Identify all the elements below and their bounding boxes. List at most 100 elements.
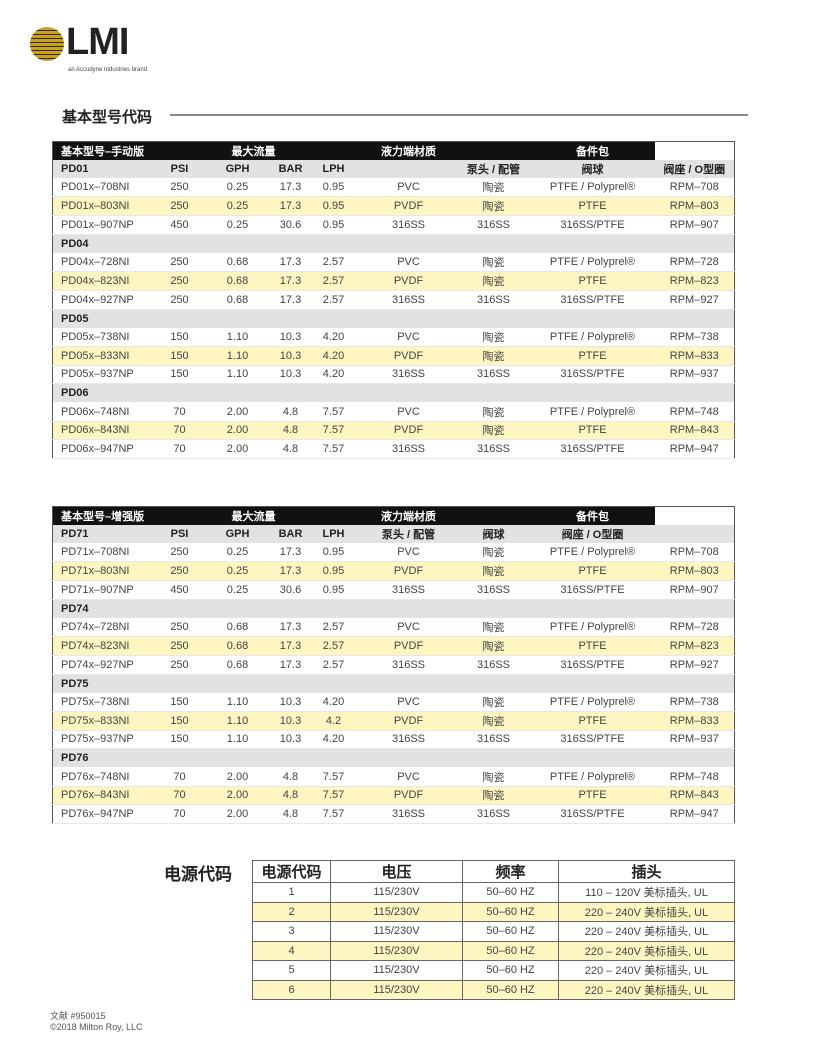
table-cell: PD06x–947NP (52, 439, 159, 459)
table-cell: 陶瓷 (456, 252, 531, 273)
table-cell: PD06 (52, 383, 159, 403)
table-cell: PD74 (52, 599, 159, 618)
table-cell: 220 – 240V 美标插头, UL (558, 960, 735, 981)
table-cell: 316SS (456, 365, 531, 385)
table-cell: BAR (274, 524, 307, 544)
table-cell: 陶瓷 (456, 178, 531, 198)
table-cell: 0.68 (200, 655, 275, 675)
table-cell: 70 (158, 786, 201, 806)
power-row: 2 115/230V 50–60 HZ 220 – 240V 美标插头, UL (252, 901, 735, 922)
table-cell: RPM–803 (654, 561, 735, 582)
table-cell: 基本型号–手动版 (52, 141, 201, 160)
table-cell: 50–60 HZ (462, 940, 559, 961)
table-cell: PVDF (360, 346, 457, 366)
table-cell: 316SS (456, 580, 531, 600)
table-cell: 2.00 (200, 402, 275, 422)
table-cell: 陶瓷 (456, 561, 531, 582)
table-row: PD75x–937NP 150 1.10 10.3 4.20 316SS 316SS 316S… (52, 730, 735, 750)
table-cell: 2.57 (306, 252, 361, 273)
table-row: PD05x–937NP 150 1.10 10.3 4.20 316SS 316SS 316S… (52, 365, 735, 385)
table-cell: PD04x–927NP (52, 290, 159, 310)
table-row: PD74x–728NI 250 0.68 17.3 2.57 PVC 陶瓷 PTFE / Po… (52, 617, 735, 638)
table-cell: PVDF (360, 271, 457, 291)
table-cell: 150 (158, 327, 201, 347)
table-cell: PD75x–738NI (52, 692, 159, 712)
table-cell: 4.20 (306, 692, 361, 712)
group-row: PD76 (52, 748, 735, 768)
table-cell: 30.6 (274, 580, 307, 600)
table-cell: PD05x–833NI (52, 346, 159, 366)
table-cell: 0.95 (306, 561, 361, 582)
table-cell: 1.10 (200, 692, 275, 712)
table-cell: RPM–927 (654, 290, 735, 310)
group-row: PD04 (52, 234, 735, 253)
table-row: PD75x–738NI 150 1.10 10.3 4.20 PVC 陶瓷 PTFE / Po… (52, 692, 735, 712)
table-cell: PTFE / Polyprel® (530, 767, 655, 787)
table-cell: 316SS (456, 804, 531, 824)
logo-text: LMI (66, 21, 129, 63)
table-cell: PVDF (360, 636, 457, 656)
table-header: 基本型号–增强版 最大流量 液力端材质 备件包 (52, 506, 735, 525)
table-cell: 30.6 (274, 215, 307, 235)
table-cell: 316SS (456, 215, 531, 235)
power-row: 6 115/230V 50–60 HZ 220 – 240V 美标插头, UL (252, 979, 735, 1000)
table-cell: PVDF (360, 786, 457, 806)
table-cell: PSI (158, 524, 201, 544)
table-cell: 220 – 240V 美标插头, UL (558, 901, 735, 922)
table-cell: 250 (158, 655, 201, 675)
table-cell: RPM–833 (654, 711, 735, 731)
table-cell: PTFE (530, 271, 655, 291)
table-cell: 150 (158, 692, 201, 712)
table-cell: 0.25 (200, 215, 275, 235)
table-cell: PD71x–708NI (52, 543, 159, 563)
table-cell: RPM–748 (654, 402, 735, 422)
table-cell: 0.68 (200, 271, 275, 291)
table-cell: 备件包 (530, 141, 655, 160)
table-cell: 3 (252, 921, 331, 942)
table-cell: 最大流量 (200, 141, 307, 160)
table-cell: 316SS (360, 730, 457, 750)
group-row: PD71 PSI GPH BAR LPH 泵头 / 配管 阀球 阀座 / O型圈 (52, 524, 735, 544)
table-cell: 17.3 (274, 543, 307, 563)
table-cell: PVDF (360, 711, 457, 731)
table-cell: 10.3 (274, 327, 307, 347)
table-cell: 150 (158, 365, 201, 385)
table-cell: 7.57 (306, 421, 361, 441)
power-row: 3 115/230V 50–60 HZ 220 – 240V 美标插头, UL (252, 921, 735, 942)
table-cell: RPM–833 (654, 346, 735, 366)
table-cell: 10.3 (274, 365, 307, 385)
table-cell: 220 – 240V 美标插头, UL (558, 940, 735, 961)
table-cell: 陶瓷 (456, 402, 531, 422)
table-cell: 阀球 (456, 524, 531, 544)
table-cell: 250 (158, 617, 201, 638)
table-cell: 4.8 (274, 767, 307, 787)
table-cell: 陶瓷 (456, 692, 531, 712)
table-cell: 阀座 / O型圈 (654, 159, 735, 179)
table-cell: 316SS (360, 290, 457, 310)
table-cell: RPM–728 (654, 617, 735, 638)
table-row: PD06x–947NP 70 2.00 4.8 7.57 316SS 316SS 316SS/… (52, 439, 735, 459)
table-row: PD05x–738NI 150 1.10 10.3 4.20 PVC 陶瓷 PTFE / Po… (52, 327, 735, 347)
table-cell: PD05x–738NI (52, 327, 159, 347)
table-cell: 70 (158, 767, 201, 787)
table-cell: 2.57 (306, 617, 361, 638)
table-row: PD01x–907NP 450 0.25 30.6 0.95 316SS 316SS 316S… (52, 215, 735, 235)
table-cell: 316SS/PTFE (530, 580, 655, 600)
section-divider (170, 114, 748, 116)
table-cell: 7.57 (306, 439, 361, 459)
table-cell: BAR (274, 159, 307, 179)
table-row: PD01x–708NI 250 0.25 17.3 0.95 PVC 陶瓷 PTFE / Po… (52, 178, 735, 198)
table-cell: 316SS (456, 439, 531, 459)
table-cell: 115/230V (330, 960, 463, 981)
table-cell: 0.25 (200, 580, 275, 600)
table-cell: PD76 (52, 748, 159, 768)
table-row: PD75x–833NI 150 1.10 10.3 4.2 PVDF 陶瓷 PTFE RPM–8… (52, 711, 735, 731)
table-cell: 1.10 (200, 730, 275, 750)
table-cell: 0.95 (306, 196, 361, 217)
table-cell: 陶瓷 (456, 543, 531, 563)
table-cell: PTFE (530, 636, 655, 656)
table-cell: RPM–947 (654, 804, 735, 824)
table-cell: PVC (360, 692, 457, 712)
table-row: PD01x–803NI 250 0.25 17.3 0.95 PVDF 陶瓷 PTFE RPM–… (52, 196, 735, 217)
table-cell: 陶瓷 (456, 617, 531, 638)
